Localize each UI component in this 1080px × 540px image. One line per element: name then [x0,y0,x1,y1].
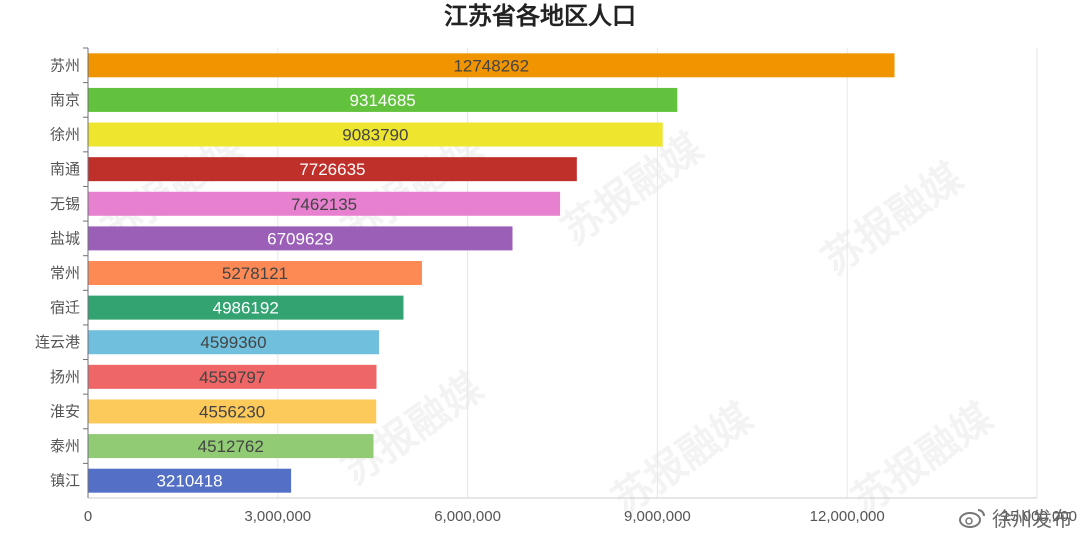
bar-value-label: 3210418 [156,472,222,491]
x-tick-label: 9,000,000 [624,508,691,525]
category-label: 南通 [50,160,80,178]
category-label: 宿迁 [50,299,80,317]
category-label: 扬州 [50,368,80,386]
watermark-text: 苏报融媒 [604,394,762,524]
bar-value-label: 9083790 [342,126,408,145]
category-label: 淮安 [50,402,80,420]
weibo-icon [959,508,985,528]
bar-value-label: 4556230 [199,402,265,421]
x-tick-label: 6,000,000 [434,508,501,525]
bar [88,261,422,285]
category-label: 盐城 [50,229,80,247]
bar-value-label: 4559797 [199,368,265,387]
bar [88,468,292,493]
bar-value-label: 12748262 [453,56,529,75]
bar [88,191,561,216]
bar-value-label: 7462135 [291,195,357,214]
bar-value-label: 9314685 [350,91,416,110]
category-label: 无锡 [50,195,80,213]
chart-title: 江苏省各地区人口 [444,2,636,30]
watermark-text: 苏报融媒 [814,154,972,284]
bar [88,330,379,355]
watermark-layer: 苏报融媒苏报融媒苏报融媒苏报融媒苏报融媒苏报融媒苏报融媒 [94,124,1002,524]
x-tick-label: 3,000,000 [244,508,311,525]
bar-value-label: 6709629 [267,229,333,248]
category-label: 徐州 [50,126,80,144]
category-label: 苏州 [50,56,80,74]
bar [88,364,377,389]
category-label: 镇江 [50,472,80,490]
bar [88,399,377,424]
bar [88,295,404,320]
source-name: 徐州发布 [992,507,1072,531]
source-tag: 徐州发布 [958,503,1072,532]
category-label: 连云港 [35,333,80,351]
x-tick-label: 0 [84,508,92,525]
bar-value-label: 4512762 [198,437,264,456]
x-tick-label: 12,000,000 [810,508,885,525]
bar-value-label: 4599360 [200,333,266,352]
category-label: 泰州 [50,437,80,455]
bar [88,434,374,459]
category-label: 南京 [50,91,80,109]
x-tick-label: 15,000,000 [1002,508,1077,525]
bar [88,87,678,112]
bar-value-label: 5278121 [222,264,288,283]
x-axis: 0 3,000,000 6,000,000 9,000,000 12,000,000 15… [84,48,1077,525]
bar [88,226,513,251]
category-label: 常州 [50,264,80,282]
bars: 12748262 9314685 9083790 7726635 7462135 6709… [88,53,895,493]
bar [88,122,663,147]
bar [88,53,895,78]
bar [88,157,577,182]
bar-value-label: 7726635 [299,160,365,179]
bar-value-label: 4986192 [213,299,279,318]
